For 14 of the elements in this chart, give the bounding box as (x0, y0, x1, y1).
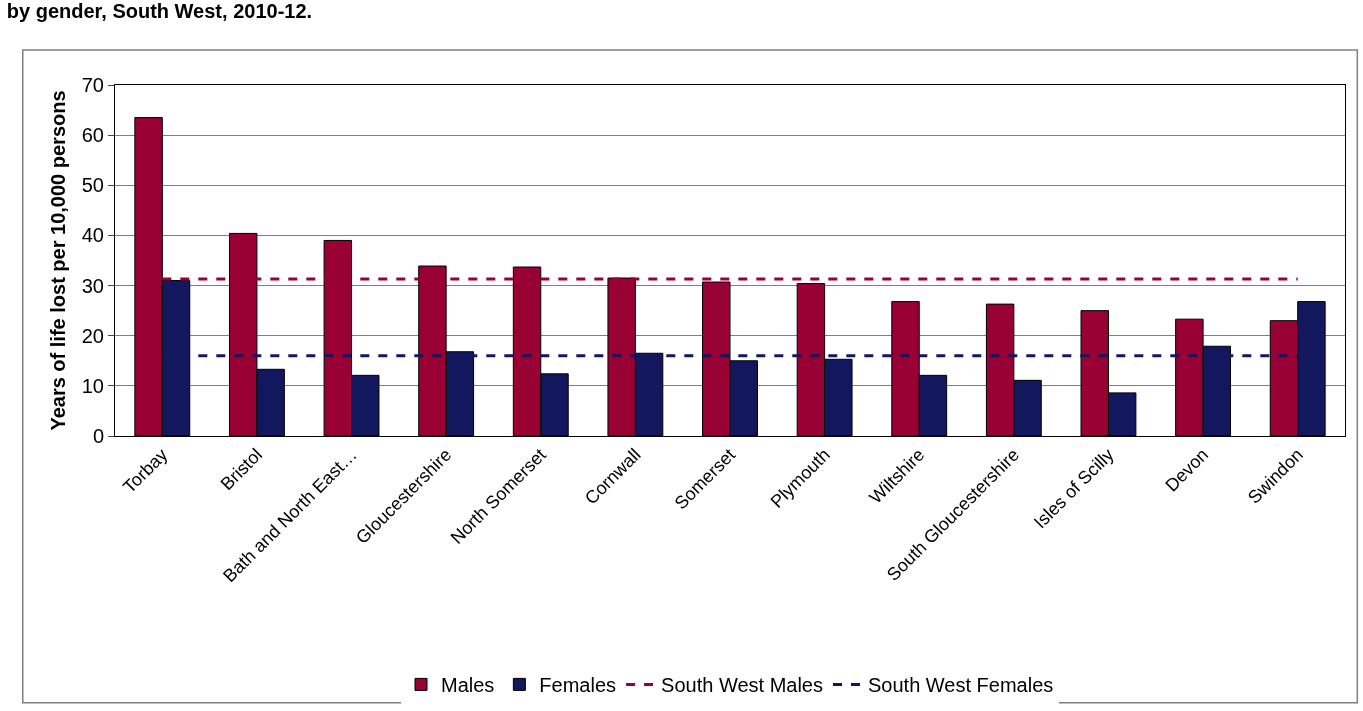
y-tick-label: 70 (81, 74, 104, 96)
y-tick-label: 0 (92, 425, 104, 447)
chart-title: by gender, South West, 2010-12. (6, 0, 313, 22)
legend-label: South West Males (661, 674, 823, 697)
y-tick-label: 30 (81, 274, 104, 297)
y-axis-title: Years of life lost per 10,000 persons (47, 90, 69, 431)
y-tick-label: 10 (81, 374, 104, 397)
y-tick-label: 20 (81, 324, 104, 347)
legend-label: Females (539, 674, 617, 697)
legend-label: Males (441, 674, 495, 697)
legend-label: South West Females (868, 674, 1054, 697)
y-tick-label: 60 (81, 124, 104, 147)
y-tick-label: 40 (81, 224, 104, 247)
y-tick-label: 50 (81, 174, 104, 197)
